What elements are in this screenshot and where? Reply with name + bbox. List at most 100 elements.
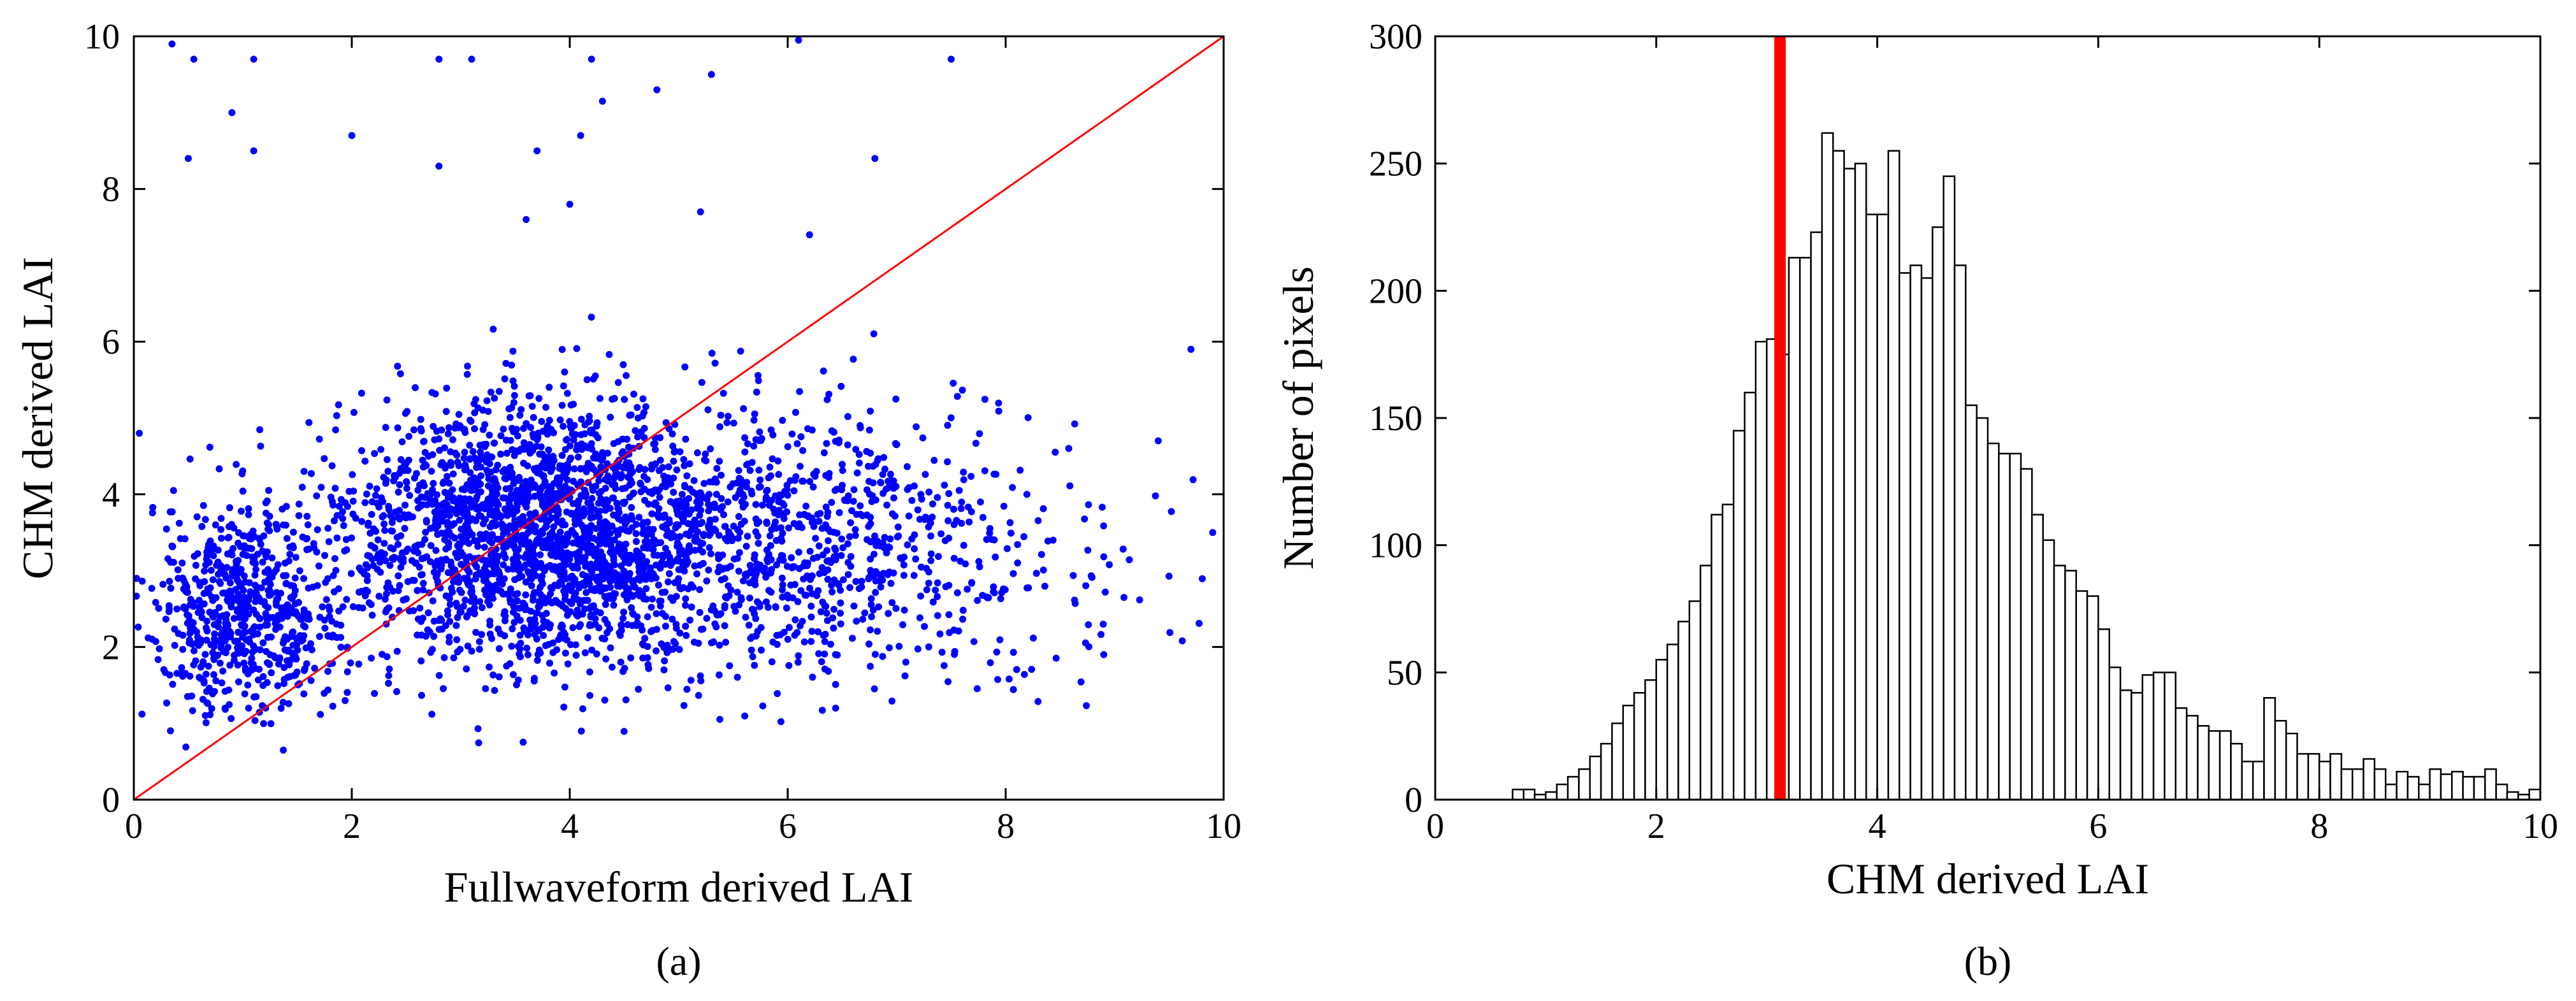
scatter-point <box>239 467 247 475</box>
scatter-point <box>293 642 300 649</box>
scatter-point <box>251 572 259 579</box>
scatter-point <box>774 457 782 464</box>
scatter-point <box>569 624 577 631</box>
scatter-point <box>358 447 365 454</box>
scatter-point <box>452 622 460 630</box>
histogram-bar <box>1755 340 1768 801</box>
scatter-point <box>383 606 391 614</box>
scatter-point <box>472 496 480 503</box>
scatter-point <box>680 456 688 463</box>
scatter-point <box>603 595 611 603</box>
scatter-point <box>697 500 704 507</box>
scatter-point <box>324 686 332 694</box>
scatter-point <box>326 607 333 614</box>
scatter-point <box>660 666 668 673</box>
scatter-point <box>725 582 732 589</box>
histogram-bar <box>1821 132 1834 801</box>
scatter-point <box>328 462 336 470</box>
scatter-point <box>637 479 644 487</box>
scatter-point <box>219 667 227 675</box>
scatter-point <box>514 597 521 605</box>
histogram-bar <box>2131 692 2144 801</box>
scatter-point <box>652 561 660 569</box>
scatter-point <box>639 395 647 403</box>
histogram-bar <box>2218 730 2232 801</box>
scatter-point <box>825 668 832 675</box>
scatter-point <box>644 654 651 661</box>
scatter-point <box>653 626 660 633</box>
scatter-point <box>561 683 568 691</box>
scatter-point <box>612 469 620 477</box>
scatter-point <box>398 549 406 557</box>
scatter-point <box>927 550 935 558</box>
scatter-point <box>435 55 443 63</box>
scatter-point <box>546 417 553 424</box>
scatter-point <box>203 552 211 559</box>
scatter-point <box>210 552 217 559</box>
scatter-point <box>241 690 249 698</box>
scatter-point <box>758 646 765 654</box>
scatter-point <box>474 404 482 412</box>
scatter-point <box>948 55 955 63</box>
histogram-bar <box>2152 672 2166 801</box>
scatter-point <box>934 579 941 587</box>
scatter-point <box>823 547 830 554</box>
scatter-point <box>589 487 597 494</box>
scatter-point <box>830 605 838 613</box>
scatter-point <box>632 427 639 435</box>
scatter-point <box>481 421 489 428</box>
scatter-point <box>916 515 923 523</box>
scatter-point <box>461 461 469 469</box>
scatter-point <box>681 482 688 489</box>
scatter-point <box>379 651 386 658</box>
scatter-point <box>633 404 641 411</box>
scatter-point <box>867 601 875 609</box>
scatter-point <box>986 525 994 532</box>
scatter-point <box>148 635 156 643</box>
scatter-point <box>570 529 577 537</box>
scatter-point <box>665 570 673 577</box>
scatter-point <box>579 705 586 712</box>
scatter-point <box>476 598 484 605</box>
scatter-point <box>385 672 393 679</box>
scatter-point <box>795 36 802 44</box>
histogram-bar <box>1976 417 1989 801</box>
scatter-point <box>203 627 211 635</box>
scatter-point <box>1085 621 1092 628</box>
scatter-point <box>489 326 497 333</box>
scatter-point <box>839 576 847 584</box>
histogram-bar <box>2053 565 2066 801</box>
scatter-point <box>587 426 595 434</box>
scatter-point <box>1125 556 1133 563</box>
scatter-point <box>232 586 240 593</box>
scatter-point <box>386 561 394 569</box>
scatter-point <box>558 452 566 459</box>
scatter-point <box>430 422 437 430</box>
scatter-point <box>755 466 763 474</box>
scatter-point <box>1077 678 1085 686</box>
scatter-point <box>450 654 458 661</box>
scatter-point <box>471 425 479 433</box>
scatter-point <box>768 566 776 573</box>
scatter-point <box>177 670 185 678</box>
histogram-bar <box>2429 768 2442 801</box>
histogram-x-tick-label: 4 <box>1869 807 1886 846</box>
scatter-point <box>749 570 756 577</box>
scatter-point <box>595 477 603 484</box>
scatter-point <box>635 587 643 594</box>
scatter-point <box>434 578 442 586</box>
histogram-bar <box>2197 724 2210 801</box>
scatter-point <box>383 396 391 404</box>
scatter-point <box>517 640 525 647</box>
scatter-point <box>809 590 816 598</box>
scatter-point <box>639 552 646 560</box>
scatter-point <box>417 657 425 665</box>
scatter-point <box>960 542 967 549</box>
scatter-point <box>660 644 668 651</box>
scatter-point <box>702 450 709 457</box>
histogram-bar <box>2075 590 2088 801</box>
scatter-point <box>563 436 570 444</box>
scatter-point <box>464 363 471 370</box>
scatter-point <box>481 565 488 572</box>
scatter-point <box>368 510 375 518</box>
